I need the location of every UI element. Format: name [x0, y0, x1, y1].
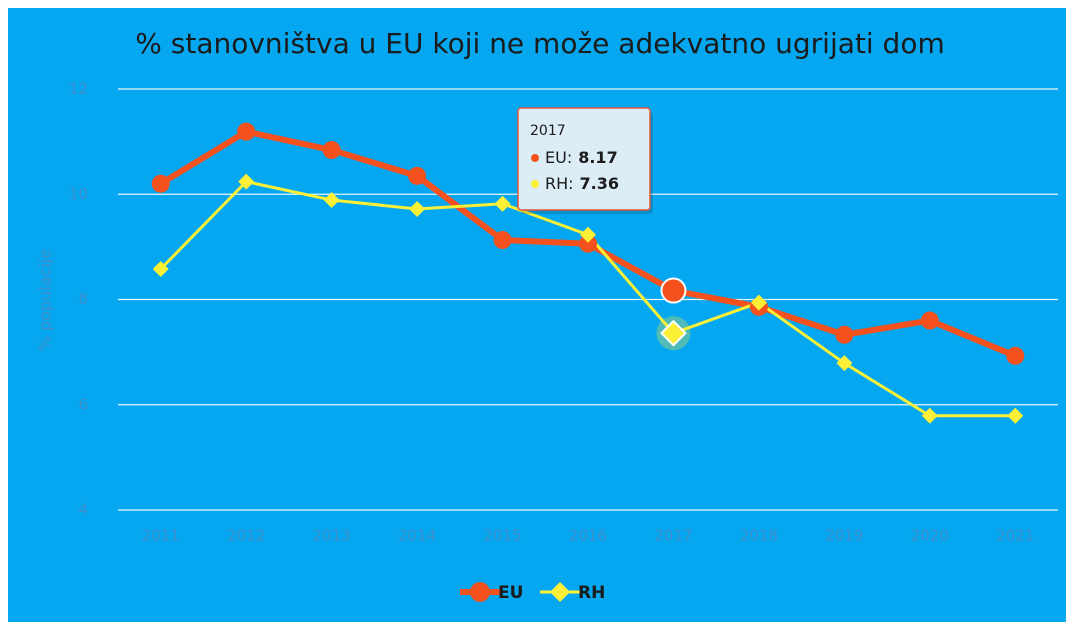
- x-tick-label: 2014: [398, 527, 436, 545]
- data-point: [322, 141, 341, 160]
- data-point: [835, 325, 854, 344]
- y-tick-label: 12: [69, 80, 88, 98]
- x-tick-label: 2019: [825, 527, 863, 545]
- x-tick-label: 2015: [483, 527, 521, 545]
- data-point: [836, 355, 853, 372]
- data-point: [580, 226, 596, 243]
- tooltip-box: [517, 107, 651, 211]
- tooltip-dot: [531, 180, 539, 188]
- x-tick-label: 2013: [313, 527, 351, 545]
- data-point: [920, 311, 939, 330]
- tooltip-label: EU:: [545, 148, 572, 167]
- tooltip-item: EU: 8.17: [545, 148, 618, 167]
- data-point: [237, 122, 256, 141]
- x-tick-label: 2012: [227, 527, 265, 545]
- data-point: [1007, 407, 1024, 424]
- tooltip-value: 8.17: [578, 148, 617, 167]
- legend-marker: [550, 582, 570, 602]
- x-tick-label: 2017: [654, 527, 692, 545]
- legend-label: RH: [578, 583, 605, 603]
- tooltip-item: RH: 7.36: [545, 174, 619, 193]
- y-tick-label: 8: [78, 290, 88, 308]
- data-point: [1006, 346, 1025, 365]
- data-point: [152, 260, 169, 277]
- x-tick-label: 2021: [996, 527, 1034, 545]
- data-point: [238, 173, 255, 190]
- data-point: [921, 407, 938, 424]
- legend-label: EU: [498, 583, 523, 603]
- tooltip-dot: [531, 154, 539, 162]
- data-point: [151, 174, 170, 193]
- y-axis-label: % populacije: [36, 249, 55, 351]
- x-tick-label: 2020: [911, 527, 949, 545]
- data-point: [493, 231, 512, 250]
- tooltip-value: 7.36: [580, 174, 619, 193]
- data-point: [579, 234, 597, 253]
- x-tick-label: 2011: [142, 527, 180, 545]
- data-point: [323, 192, 340, 209]
- y-tick-label: 4: [78, 501, 88, 519]
- data-point: [409, 200, 426, 217]
- y-tick-label: 10: [69, 185, 88, 203]
- chart-title: % stanovništva u EU koji ne može adekvat…: [135, 27, 944, 60]
- y-tick-label: 6: [78, 395, 88, 413]
- data-point: [660, 319, 687, 347]
- data-point: [494, 195, 511, 212]
- data-point: [660, 277, 687, 304]
- legend-marker: [470, 582, 490, 602]
- x-tick-label: 2018: [740, 527, 778, 545]
- x-tick-label: 2016: [569, 527, 607, 545]
- data-point: [408, 166, 427, 185]
- data-point: [750, 294, 767, 311]
- tooltip-title: 2017: [530, 123, 566, 139]
- tooltip-label: RH:: [545, 174, 574, 193]
